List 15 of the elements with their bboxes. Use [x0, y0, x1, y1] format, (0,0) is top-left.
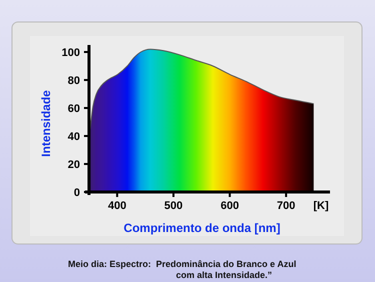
x-tick-label: 600: [220, 200, 239, 212]
text: Meio dia: Espectro: Predominância do Branco e Azul: [68, 259, 296, 269]
x-tick-label: 500: [164, 200, 183, 212]
y-tick-label: 60: [68, 102, 80, 115]
x-axis-title: Comprimento de onda [nm]: [124, 221, 280, 235]
y-tick-label: 100: [62, 46, 80, 59]
x-tick-label: 400: [108, 200, 126, 212]
y-tick-label: 0: [74, 186, 80, 199]
y-tick-label: 40: [68, 130, 80, 143]
x-tick-label: 700: [276, 200, 296, 212]
x-tick-label: [K]: [313, 200, 329, 212]
text: com alta Intensidade.”: [176, 270, 272, 280]
y-tick-label: 20: [68, 158, 80, 171]
y-axis-title: Intensidade: [39, 90, 53, 157]
y-tick-label: 80: [68, 74, 80, 87]
